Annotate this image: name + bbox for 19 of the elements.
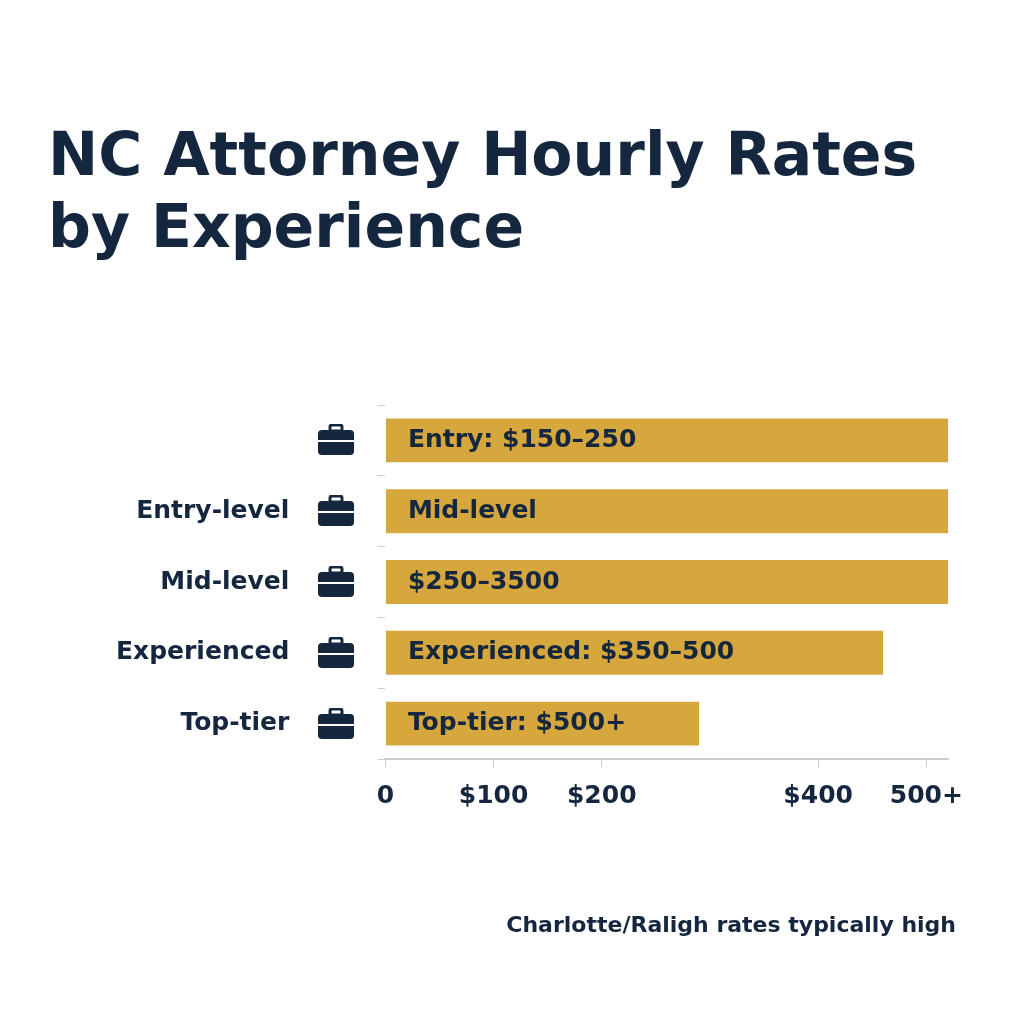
data-label: Top-tier: $500+ [407, 707, 627, 737]
text: Charlotte/Raligh rates typically high [505, 911, 957, 937]
y-tick-label: Mid-level [160, 565, 290, 595]
bar [385, 418, 948, 463]
y-tick-label: Experienced [115, 636, 290, 666]
data-label: $250–3500 [407, 565, 560, 595]
x-tick-label: $400 [783, 779, 853, 809]
data-label: Experienced: $350–500 [407, 636, 735, 666]
x-tick-label: 0 [376, 779, 395, 809]
y-tick-label: Entry-level [136, 494, 290, 524]
x-tick-label: $200 [566, 779, 637, 809]
data-label: Entry: $150–250 [407, 423, 637, 453]
bar [385, 560, 948, 604]
x-tick-label: $100 [458, 779, 529, 809]
data-label: Mid-level [407, 494, 537, 524]
bar [385, 489, 948, 534]
y-tick-label: Top-tier [180, 707, 291, 737]
x-tick-label: 500+ [889, 779, 963, 809]
chart-title: NC Attorney Hourly Rates by Experience [47, 118, 919, 263]
